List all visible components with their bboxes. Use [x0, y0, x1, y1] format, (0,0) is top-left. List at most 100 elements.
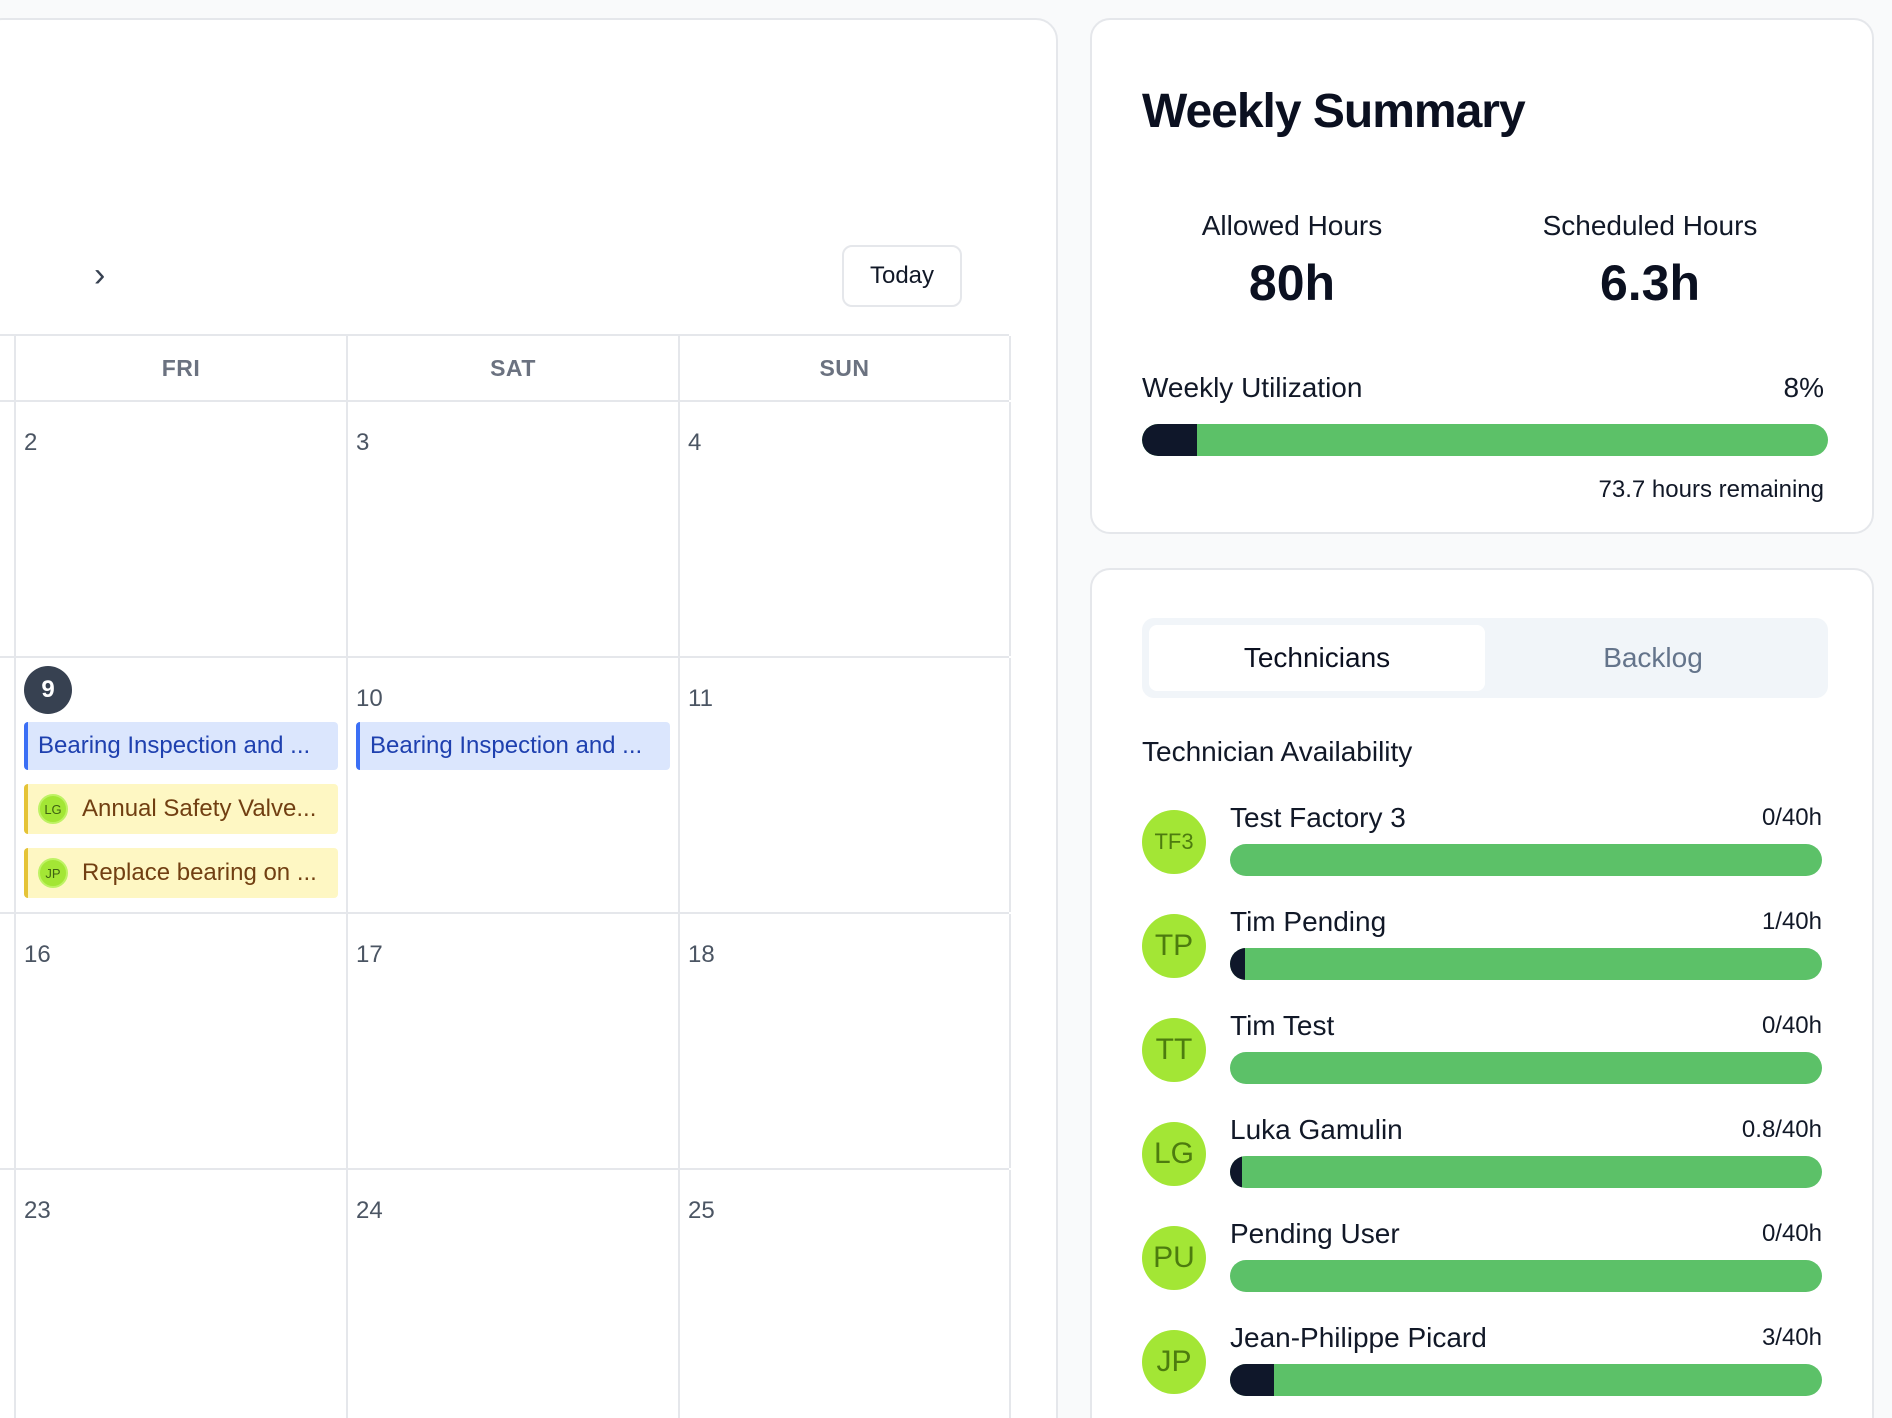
technician-name: Jean-Philippe Picard: [1230, 1322, 1487, 1353]
avatar: TP: [1142, 914, 1206, 978]
assignee-avatar: JP: [38, 858, 68, 888]
calendar-event[interactable]: JP Replace bearing on ...: [24, 848, 338, 898]
tab-technicians[interactable]: Technicians: [1149, 625, 1485, 691]
technician-load-bar: [1230, 1260, 1822, 1292]
event-title: Replace bearing on ...: [82, 859, 317, 886]
technician-row[interactable]: LG Luka Gamulin 0.8/40h: [1142, 1114, 1822, 1218]
avatar: LG: [1142, 1122, 1206, 1186]
calendar-event[interactable]: Bearing Inspection and ...: [356, 722, 670, 770]
allowed-hours-label: Allowed Hours: [1201, 210, 1383, 241]
day-cell[interactable]: 10 Bearing Inspection and ...: [346, 658, 678, 912]
day-cell[interactable]: 18: [678, 914, 1011, 1168]
weekly-summary-card: Weekly Summary Allowed Hours 80h Schedul…: [1090, 18, 1874, 534]
day-cell[interactable]: 24: [346, 1170, 678, 1418]
scheduled-hours-value: 6.3h: [1599, 255, 1701, 311]
dow-saturday: SAT: [346, 336, 678, 400]
event-title: Bearing Inspection and ...: [370, 732, 643, 759]
technician-name: Pending User: [1230, 1218, 1400, 1249]
technician-row[interactable]: TT Tim Test 0/40h: [1142, 1010, 1822, 1114]
today-button[interactable]: Today: [842, 245, 962, 307]
calendar-event[interactable]: Bearing Inspection and ...: [24, 722, 338, 770]
technician-load-bar: [1230, 1052, 1822, 1084]
technician-hours: 0/40h: [1761, 804, 1822, 831]
day-number: 17: [356, 941, 383, 968]
technician-row[interactable]: JP Jean-Philippe Picard 3/40h: [1142, 1322, 1822, 1418]
day-cell[interactable]: 16: [14, 914, 346, 1168]
avatar: JP: [1142, 1330, 1206, 1394]
technician-name: Tim Test: [1230, 1010, 1335, 1041]
day-cell[interactable]: 17: [346, 914, 678, 1168]
technician-load-fill: [1230, 1156, 1242, 1188]
day-cell-stub: [0, 914, 14, 1168]
technicians-card: Technicians Backlog Technician Availabil…: [1090, 568, 1874, 1418]
scheduled-hours-label: Scheduled Hours: [1542, 210, 1758, 241]
day-cell-today[interactable]: 9 Bearing Inspection and ... LG Annual S…: [14, 658, 346, 912]
dow-sunday: SUN: [678, 336, 1011, 400]
calendar-event[interactable]: LG Annual Safety Valve...: [24, 784, 338, 834]
allowed-hours-value: 80h: [1248, 255, 1336, 311]
technician-load-fill: [1230, 948, 1245, 980]
hours-remaining: 73.7 hours remaining: [1598, 476, 1824, 503]
event-title: Annual Safety Valve...: [82, 795, 317, 822]
day-cell[interactable]: 3: [346, 402, 678, 656]
day-cell-stub: [0, 402, 14, 656]
technician-hours: 0/40h: [1761, 1220, 1822, 1247]
day-number: 18: [688, 941, 715, 968]
technician-hours: 0/40h: [1761, 1012, 1822, 1039]
day-number: 24: [356, 1197, 383, 1224]
avatar: PU: [1142, 1226, 1206, 1290]
today-day-number: 9: [24, 666, 72, 714]
tab-backlog[interactable]: Backlog: [1603, 642, 1703, 673]
panel-tabs: Technicians Backlog: [1142, 618, 1828, 698]
utilization-progress-fill: [1142, 424, 1197, 456]
day-number: 2: [24, 429, 38, 456]
summary-title: Weekly Summary: [1142, 85, 1526, 138]
week-row: 2 3 4: [0, 402, 1011, 658]
technician-list: TF3 Test Factory 3 0/40h TP Tim Pending …: [1142, 802, 1822, 1418]
day-number: 10: [356, 685, 383, 712]
week-row: 9 Bearing Inspection and ... LG Annual S…: [0, 658, 1011, 914]
technician-row[interactable]: PU Pending User 0/40h: [1142, 1218, 1822, 1322]
dow-friday: FRI: [14, 336, 346, 400]
technician-row[interactable]: TP Tim Pending 1/40h: [1142, 906, 1822, 1010]
calendar-grid: FRI SAT SUN 2 3 4 9 Bearing Inspection a…: [0, 334, 1011, 1418]
technician-name: Tim Pending: [1230, 906, 1387, 937]
day-cell[interactable]: 25: [678, 1170, 1011, 1418]
week-row: 16 17 18: [0, 914, 1011, 1170]
technician-row[interactable]: TF3 Test Factory 3 0/40h: [1142, 802, 1822, 906]
allowed-hours-stat: Allowed Hours 80h: [1112, 210, 1472, 312]
utilization-percent: 8%: [1783, 372, 1824, 403]
day-cell[interactable]: 11: [678, 658, 1011, 912]
event-title: Bearing Inspection and ...: [38, 732, 311, 759]
avatar: TF3: [1142, 810, 1206, 874]
avatar: TT: [1142, 1018, 1206, 1082]
technician-name: Test Factory 3: [1230, 802, 1406, 833]
technician-load-bar: [1230, 1364, 1822, 1396]
next-month-chevron-icon[interactable]: ›: [94, 256, 106, 294]
technician-load-bar: [1230, 844, 1822, 876]
day-number: 11: [688, 685, 713, 712]
calendar-card: › Today FRI SAT SUN 2 3 4 9 Bearing Insp…: [0, 18, 1058, 1418]
day-cell[interactable]: 23: [14, 1170, 346, 1418]
day-number: 3: [356, 429, 370, 456]
day-number: 23: [24, 1197, 51, 1224]
technician-hours: 1/40h: [1761, 908, 1822, 935]
utilization-label: Weekly Utilization: [1142, 372, 1363, 403]
day-number: 4: [688, 429, 702, 456]
technician-name: Luka Gamulin: [1230, 1114, 1403, 1145]
technician-load-bar: [1230, 1156, 1822, 1188]
technician-hours: 3/40h: [1761, 1324, 1822, 1351]
day-of-week-header: FRI SAT SUN: [0, 336, 1011, 402]
day-cell-stub: [0, 658, 14, 912]
day-cell[interactable]: 2: [14, 402, 346, 656]
technician-load-bar: [1230, 948, 1822, 980]
day-number: 25: [688, 1197, 715, 1224]
technician-load-fill: [1230, 1364, 1275, 1396]
dow-stub: [0, 336, 14, 400]
day-cell[interactable]: 4: [678, 402, 1011, 656]
scheduled-hours-stat: Scheduled Hours 6.3h: [1470, 210, 1830, 312]
day-number: 16: [24, 941, 51, 968]
assignee-avatar: LG: [38, 794, 68, 824]
day-cell-stub: [0, 1170, 14, 1418]
technician-availability-title: Technician Availability: [1142, 736, 1413, 767]
